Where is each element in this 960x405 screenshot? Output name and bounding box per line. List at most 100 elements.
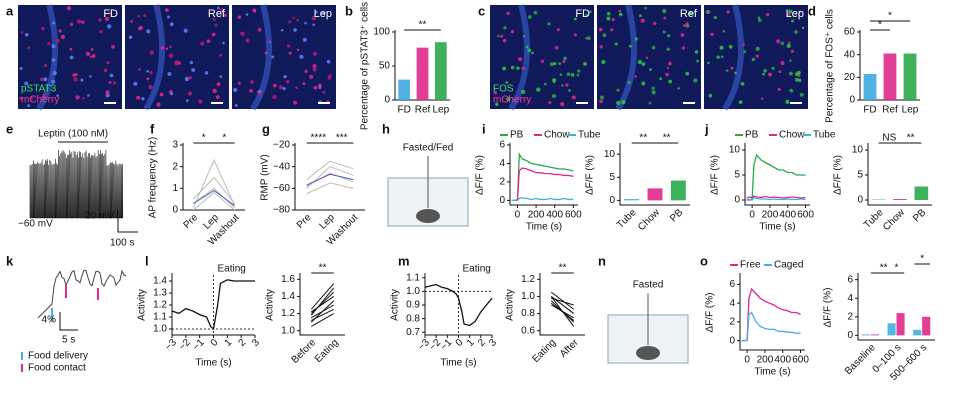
tissue-edge [250, 4, 273, 111]
cell [616, 100, 621, 106]
tissue-edge [508, 4, 531, 111]
cell [146, 69, 149, 73]
cell [680, 33, 685, 37]
cell [707, 61, 710, 65]
cell [52, 21, 56, 25]
cell [722, 30, 726, 33]
sig-label: ** [639, 133, 647, 144]
stain-label: FOS [493, 84, 514, 95]
y-axis-label: Percentage of FOS⁺ cells [825, 9, 836, 123]
cell [156, 102, 161, 107]
series-line [306, 173, 354, 186]
cell [549, 62, 554, 67]
cell [510, 65, 515, 70]
scale-label: 100 s [110, 238, 134, 249]
stain-label: pSTAT3 [21, 84, 57, 95]
cell [653, 21, 657, 26]
legend-label: Tube [813, 130, 836, 141]
bar [893, 199, 907, 200]
cell [223, 13, 228, 17]
cell [682, 46, 686, 50]
cell [87, 94, 90, 97]
bar [434, 42, 447, 100]
cell [598, 27, 603, 32]
cell [788, 41, 791, 44]
scale-label: 20 mV [85, 211, 114, 222]
x-tick-label: 2 [236, 337, 248, 349]
axes [739, 273, 805, 351]
cell [47, 42, 51, 46]
y-tick-label: 4 [847, 293, 853, 304]
cell [200, 41, 205, 46]
cell [149, 71, 153, 75]
cell [138, 68, 141, 71]
x-tick-label: −1 [191, 337, 207, 353]
y-axis-label: ΔF/F (%) [710, 155, 721, 195]
y-axis-label: ΔF/F (%) [833, 155, 844, 195]
cell [322, 90, 326, 94]
chart: 0 20 40 60 FD Ref Lep Percentage of FOS⁺ cells *… [825, 9, 920, 123]
cell [627, 80, 631, 85]
bar [896, 313, 905, 336]
x-tick-label: Ref [415, 105, 431, 116]
cell [41, 26, 45, 31]
cell [552, 80, 556, 84]
x-tick-label: Chow [636, 207, 662, 233]
cell [798, 10, 802, 14]
cell [651, 90, 656, 95]
cell [496, 34, 500, 38]
y-tick-label: −20 [273, 140, 290, 151]
cell [696, 59, 699, 63]
scale-label: 5 s [62, 335, 75, 346]
cell [614, 42, 618, 46]
y-axis-label: Activity [265, 289, 276, 321]
cell [785, 99, 790, 104]
mouse [416, 209, 440, 223]
cell [169, 91, 174, 96]
cell [206, 39, 211, 44]
cell [641, 81, 646, 86]
cell [19, 96, 23, 100]
series-line [193, 189, 235, 207]
cell [561, 84, 564, 87]
cell [219, 75, 223, 78]
y-tick-label: 1.4 [153, 276, 167, 287]
image-label: FD [575, 8, 590, 20]
cell [272, 95, 277, 99]
cell [757, 16, 761, 20]
cell [75, 95, 80, 100]
cell [51, 44, 56, 49]
cell [24, 33, 29, 37]
cell [726, 10, 730, 14]
series-line [310, 283, 335, 310]
x-tick-label: 1 [465, 337, 477, 349]
y-tick-label: 6 [729, 279, 735, 290]
sig-label: **** [311, 133, 327, 144]
cell [89, 55, 93, 59]
k-contact [65, 285, 99, 300]
x-tick-label: −1 [438, 337, 454, 353]
cell [111, 44, 115, 49]
x-tick-label: Pre [295, 212, 314, 231]
x-tick-label: 0 [749, 210, 755, 221]
x-tick-label: PB [668, 207, 685, 224]
cell [621, 100, 626, 105]
x-tick-label: Eating [313, 337, 341, 365]
cell [302, 37, 307, 42]
cell [85, 51, 91, 56]
series-line [424, 283, 493, 327]
cell [157, 7, 161, 10]
cell [99, 30, 103, 34]
stain-label: mCherry [493, 95, 531, 106]
y-tick-label: 0 [729, 335, 735, 346]
cell [183, 28, 188, 33]
cell [778, 70, 782, 74]
tissue-edge [36, 4, 59, 111]
cell [295, 86, 299, 90]
y-tick-label: 0.7 [406, 327, 420, 338]
cell [58, 29, 62, 33]
panel-label: i [482, 121, 486, 136]
cell [789, 71, 793, 76]
